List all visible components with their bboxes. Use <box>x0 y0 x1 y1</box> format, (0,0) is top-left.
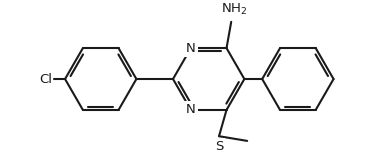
Text: N: N <box>186 103 196 116</box>
Text: Cl: Cl <box>39 73 52 86</box>
Text: S: S <box>215 140 223 153</box>
Text: NH$_2$: NH$_2$ <box>221 2 247 17</box>
Text: N: N <box>186 42 196 55</box>
